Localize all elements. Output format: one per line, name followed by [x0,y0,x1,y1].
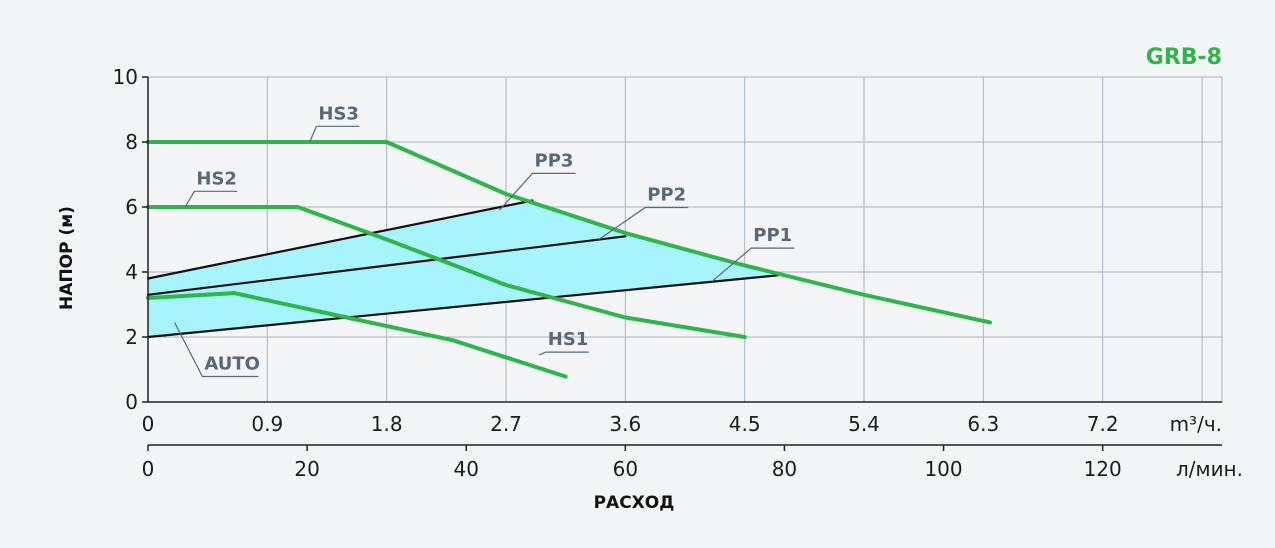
label-pp1: PP1 [753,225,792,246]
x-tick-label-primary-0: 0 [142,412,155,436]
series-annotations: HS3 HS2 PP3 PP2 PP1 HS1 AUTO [173,103,795,378]
leader-pp3 [498,172,576,211]
x-tick-label-primary-6: 5.4 [848,412,880,436]
x-axis-unit-secondary: л/мин. [1176,457,1243,481]
pump-curves [146,140,992,379]
label-hs2: HS2 [196,168,237,189]
x-tick-label-primary-3: 2.7 [490,412,522,436]
y-tick-label-5: 10 [113,65,138,89]
series-line-hs3 [146,140,992,325]
grid [147,76,1223,403]
x-tick-label-secondary-6: 120 [1084,457,1122,481]
y-tick-label-0: 0 [125,390,138,414]
y-tick-label-3: 6 [125,195,138,219]
x-tick-label-secondary-3: 60 [613,457,638,481]
leader-hs3 [309,125,360,143]
x-tick-label-secondary-0: 0 [142,457,155,481]
label-hs1: HS1 [548,329,589,350]
plot-frame [147,76,1223,403]
series-line-pp2 [146,235,627,296]
y-tick-label-1: 2 [125,325,138,349]
x-tick-label-primary-8: 7.2 [1087,412,1119,436]
leader-auto [173,322,259,378]
leader-hs2 [184,190,238,208]
label-pp2: PP2 [647,185,686,206]
proportional-lines [146,199,779,339]
x-tick-label-secondary-5: 100 [924,457,962,481]
series-line-hs2 [146,205,747,339]
leader-hs1 [538,351,589,356]
y-tick-label-2: 4 [125,260,138,284]
series-line-pp3 [146,199,534,280]
label-auto: AUTO [204,354,260,375]
leader-pp1 [711,247,795,283]
x-tick-label-primary-2: 1.8 [371,412,403,436]
series-line-pp1 [146,274,779,339]
x-axis-title: РАСХОД [594,493,675,513]
chart-title: GRB-8 [1146,45,1222,70]
x-tick-label-primary-7: 6.3 [967,412,999,436]
x-tick-label-secondary-4: 80 [772,457,797,481]
y-axis-title: НАПОР (м) [57,206,77,310]
x-tick-label-primary-1: 0.9 [251,412,283,436]
x-axis-unit-primary: m³/ч. [1170,412,1222,436]
leader-pp2 [598,206,689,240]
series-line-hs1 [146,291,568,379]
x-tick-label-secondary-2: 40 [453,457,478,481]
x-tick-label-secondary-1: 20 [294,457,319,481]
x-tick-label-primary-4: 3.6 [609,412,641,436]
label-pp3: PP3 [535,150,574,171]
label-hs3: HS3 [318,103,359,124]
x-tick-label-primary-5: 4.5 [729,412,761,436]
y-tick-label-4: 8 [125,130,138,154]
